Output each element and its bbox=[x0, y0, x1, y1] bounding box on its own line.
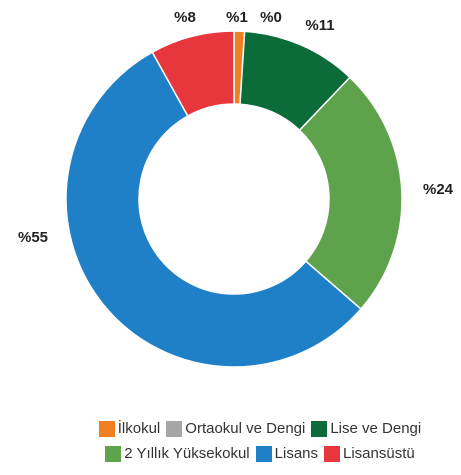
legend-label: Ortaokul ve Dengi bbox=[185, 420, 306, 437]
data-label: %11 bbox=[305, 17, 334, 34]
legend-swatch bbox=[324, 445, 340, 462]
legend-swatch bbox=[105, 445, 122, 462]
legend-label: Lisans bbox=[274, 445, 318, 462]
data-label: %1 bbox=[226, 9, 248, 26]
slice bbox=[298, 76, 403, 311]
legend-label: Lisansüstü bbox=[343, 445, 415, 462]
legend-swatch bbox=[98, 420, 115, 437]
data-label: %8 bbox=[174, 9, 196, 26]
legend-label: İlkokul bbox=[117, 420, 161, 437]
slice bbox=[151, 30, 235, 118]
data-label: %24 bbox=[423, 181, 454, 198]
legend: İlkokul Ortaokul ve Dengi Lise ve Dengi 2 Y… bbox=[60, 420, 460, 462]
legend-item: Ortaokul ve Dengi bbox=[166, 420, 305, 437]
legend-item: Lise ve Dengi bbox=[311, 420, 421, 437]
legend-swatch bbox=[311, 420, 328, 437]
data-label: %55 bbox=[18, 229, 48, 246]
data-label: %0 bbox=[260, 9, 282, 26]
legend-item: Lisansüstü bbox=[324, 445, 415, 462]
legend-label: 2 Yıllık Yüksekokul bbox=[124, 445, 250, 462]
legend-swatch bbox=[166, 420, 183, 437]
legend-item: İlkokul bbox=[98, 420, 161, 437]
slice bbox=[65, 51, 363, 368]
chart: %1 %0 %11 %24 %55 %8 bbox=[18, 9, 454, 368]
legend-label: Lise ve Dengi bbox=[330, 420, 422, 437]
legend-item: 2 Yıllık Yüksekokul bbox=[105, 445, 250, 462]
legend-item: Lisans bbox=[255, 445, 318, 462]
legend-swatch bbox=[255, 445, 272, 462]
